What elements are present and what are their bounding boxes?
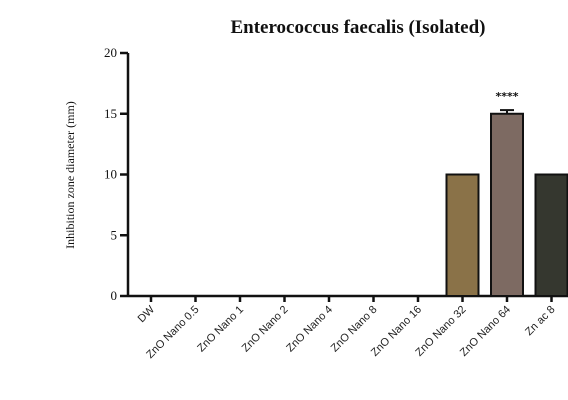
x-tick-label: ZnO Nano 1 bbox=[195, 304, 246, 355]
x-tick-label: ZnO Nano 2 bbox=[240, 304, 291, 355]
bar bbox=[445, 173, 480, 297]
chart-title: Enterococcus faecalis (Isolated) bbox=[230, 17, 485, 38]
y-axis-label: Inhibition zone diameter (mm) bbox=[63, 101, 77, 249]
bar bbox=[490, 112, 524, 297]
bar bbox=[534, 173, 568, 297]
bars bbox=[445, 109, 568, 297]
x-tick-label: Zn ac 8 bbox=[523, 304, 557, 338]
x-tick-label: DW bbox=[136, 303, 158, 325]
y-tick-label: 10 bbox=[104, 167, 117, 182]
y-axis: 0 5 10 15 20 bbox=[104, 45, 130, 303]
significance-label: **** bbox=[495, 90, 518, 103]
y-tick-label: 0 bbox=[111, 288, 118, 303]
annotations: **** bbox=[495, 90, 518, 103]
y-tick-label: 20 bbox=[104, 45, 117, 60]
x-tick-label: ZnO Nano 4 bbox=[284, 304, 335, 355]
y-tick-label: 5 bbox=[111, 227, 118, 242]
y-tick-label: 15 bbox=[104, 106, 117, 121]
